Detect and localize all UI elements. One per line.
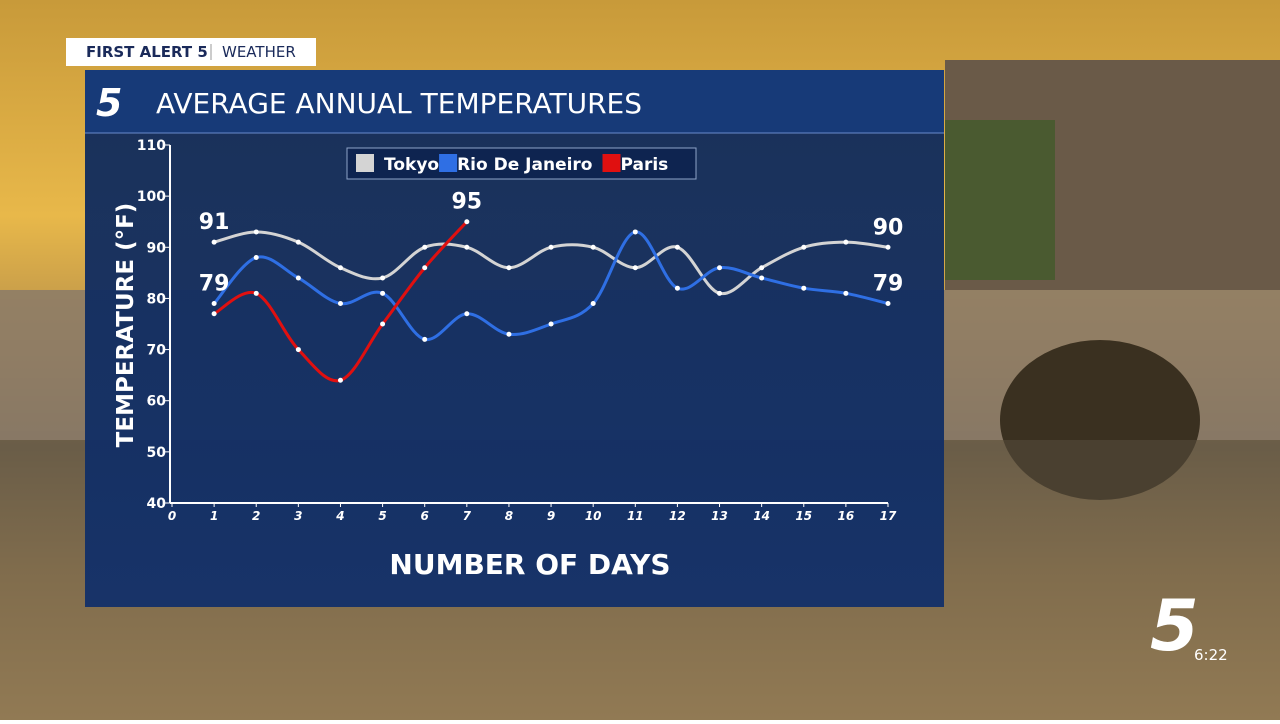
y-tick-label: 70 (147, 343, 167, 359)
point (885, 301, 891, 307)
y-tick-label: 50 (147, 445, 167, 461)
legend-swatch (602, 154, 621, 172)
data-label: 91 (199, 210, 230, 235)
point (337, 301, 343, 307)
legend-swatch (356, 154, 374, 172)
x-tick-label: 15 (795, 509, 812, 523)
point (590, 301, 596, 307)
x-tick-label: 5 (378, 509, 386, 523)
point (295, 239, 301, 245)
point (422, 265, 428, 271)
y-tick-label: 60 (147, 394, 167, 410)
x-tick-label: 8 (505, 509, 513, 523)
x-tick-label: 1 (210, 509, 218, 523)
point (211, 239, 217, 245)
x-tick-label: 12 (669, 509, 686, 523)
trees (945, 120, 1055, 280)
point (632, 229, 638, 235)
point (211, 311, 217, 317)
point (337, 265, 343, 271)
point (422, 244, 428, 250)
point (759, 275, 765, 281)
corner-logo: 5 (1150, 585, 1199, 667)
x-tick-label: 0 (168, 509, 176, 523)
brand: FIRST ALERT 5 (86, 43, 208, 61)
point (337, 377, 343, 383)
point (548, 321, 554, 327)
y-tick-label: 80 (147, 291, 167, 307)
data-label: 79 (199, 272, 230, 297)
point (253, 255, 259, 261)
y-tick-label: 110 (137, 138, 166, 154)
point (464, 219, 470, 225)
point (801, 285, 807, 291)
data-label: 90 (873, 215, 904, 240)
x-tick-label: 6 (421, 509, 429, 523)
point (843, 290, 849, 296)
point (211, 301, 217, 307)
point (717, 265, 723, 271)
x-tick-label: 17 (880, 509, 897, 523)
point (674, 285, 680, 291)
point (632, 265, 638, 271)
point (548, 244, 554, 250)
legend-label: Paris (621, 155, 669, 175)
x-tick-label: 9 (547, 509, 555, 523)
point (506, 331, 512, 337)
x-tick-label: 10 (585, 509, 602, 523)
point (253, 290, 259, 296)
point (590, 244, 596, 250)
point (380, 290, 386, 296)
legend-swatch (439, 154, 458, 172)
point (295, 275, 301, 281)
tag-box (66, 38, 316, 66)
x-tick-label: 13 (711, 509, 728, 523)
x-tick-label: 7 (463, 509, 472, 523)
x-axis-title: NUMBER OF DAYS (389, 548, 670, 581)
chart-title: AVERAGE ANNUAL TEMPERATURES (156, 87, 642, 120)
point (506, 265, 512, 271)
x-tick-label: 16 (838, 509, 855, 523)
point (717, 290, 723, 296)
point (801, 244, 807, 250)
logo: 5 (96, 81, 122, 125)
legend-label: Rio De Janeiro (457, 155, 592, 175)
point (380, 275, 386, 281)
section: WEATHER (222, 43, 296, 61)
point (422, 336, 428, 342)
point (464, 311, 470, 317)
x-tick-label: 4 (335, 509, 344, 523)
legend (346, 147, 697, 180)
point (843, 239, 849, 245)
x-tick-label: 14 (753, 509, 770, 523)
point (885, 244, 891, 250)
point (295, 347, 301, 353)
x-tick-label: 2 (252, 509, 260, 523)
legend-label: Tokyo (384, 155, 439, 175)
point (464, 244, 470, 250)
point (759, 265, 765, 271)
point (674, 244, 680, 250)
data-label: 79 (873, 272, 904, 297)
x-tick-label: 11 (627, 509, 644, 523)
clock: 6:22 (1194, 646, 1228, 664)
y-tick-label: 100 (137, 189, 166, 205)
y-tick-label: 90 (147, 240, 167, 256)
y-axis-title: TEMPERATURE (°F) (113, 203, 139, 448)
x-tick-label: 3 (294, 509, 302, 523)
data-label: 95 (452, 190, 483, 215)
y-tick-label: 40 (147, 496, 167, 512)
point (253, 229, 259, 235)
point (380, 321, 386, 327)
title-bar (85, 70, 944, 133)
